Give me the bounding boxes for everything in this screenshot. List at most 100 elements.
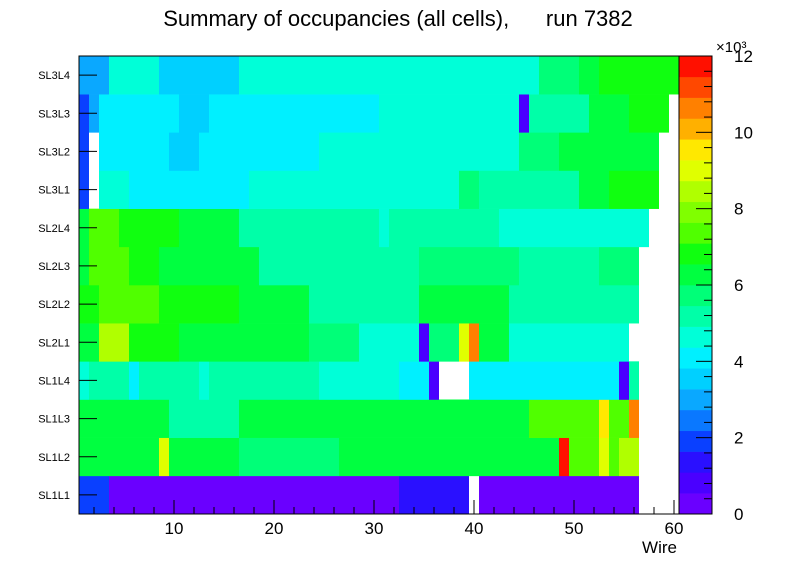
heatmap-cell — [99, 285, 159, 324]
heatmap-cell — [159, 56, 239, 95]
heatmap-cell — [99, 132, 169, 171]
colorbar-segment — [679, 409, 712, 432]
heatmap-cell — [479, 475, 639, 515]
heatmap-cell — [259, 246, 419, 286]
x-tick-label: 60 — [665, 519, 684, 538]
heatmap-cell — [159, 437, 169, 477]
heatmap-cell — [99, 94, 179, 133]
heatmap-cell — [439, 132, 519, 171]
heatmap-cell — [519, 132, 559, 171]
heatmap-cell — [119, 208, 179, 248]
y-category-label: SL1L4 — [38, 375, 70, 387]
y-category-label: SL2L4 — [38, 223, 70, 235]
heatmap-cell — [579, 56, 599, 95]
heatmap-cell — [129, 323, 179, 362]
heatmap-cell — [159, 285, 239, 324]
colorbar-segment — [679, 430, 712, 452]
colorbar-segment — [679, 347, 712, 369]
heatmap-cell — [329, 208, 379, 248]
heatmap-cell — [389, 208, 499, 248]
heatmap-cell — [129, 361, 139, 400]
heatmap-cell — [429, 323, 459, 362]
heatmap-cell — [529, 361, 619, 400]
heatmap-cell — [179, 208, 239, 248]
heatmap-cell — [199, 132, 319, 171]
colorbar-segment — [679, 389, 712, 411]
heatmap-cell — [499, 208, 649, 248]
heatmap-cell — [479, 323, 509, 362]
y-category-label: SL2L2 — [38, 299, 70, 311]
heatmap-cell — [209, 94, 379, 133]
heatmap-cell — [519, 246, 599, 286]
heatmap-cell — [379, 94, 519, 133]
colorbar-segment — [679, 139, 712, 161]
heatmap-cell — [239, 208, 329, 248]
heatmap-cell — [109, 56, 159, 95]
colorbar-tick-label: 12 — [734, 47, 753, 66]
heatmap-cell — [619, 437, 639, 477]
colorbar-exponent: ×10³ — [716, 39, 746, 56]
heatmap-cell — [599, 246, 639, 286]
colorbar-tick-label: 8 — [734, 200, 743, 219]
heatmap-cell — [379, 208, 389, 248]
colorbar-segment — [679, 56, 712, 78]
heatmap-cell — [199, 361, 209, 400]
heatmap-cell — [519, 94, 529, 133]
colorbar-tick-label: 4 — [734, 352, 743, 371]
colorbar-segment — [679, 222, 712, 244]
colorbar-segment — [679, 118, 712, 140]
heatmap-cell — [419, 323, 429, 362]
heatmap-cell — [99, 323, 129, 362]
heatmap-cell — [459, 170, 479, 209]
heatmap-cell — [399, 361, 429, 400]
heatmap-cell — [609, 437, 619, 477]
colorbar-segment — [679, 326, 712, 348]
heatmap-cell — [609, 399, 629, 438]
colorbar-tick-label: 2 — [734, 429, 743, 448]
heatmap-cell — [169, 437, 239, 477]
heatmap-cell — [239, 437, 339, 477]
x-tick-label: 40 — [465, 519, 484, 538]
heatmap-cell — [339, 437, 559, 477]
heatmap-cell — [439, 399, 529, 438]
heatmap-cell — [209, 361, 319, 400]
heatmap-cell — [309, 285, 419, 324]
heatmap-cell — [529, 399, 599, 438]
colorbar-segment — [679, 243, 712, 265]
heatmap-cell — [129, 170, 219, 209]
heatmap-cell — [629, 361, 639, 400]
colorbar-segment — [679, 451, 712, 473]
y-category-label: SL2L1 — [38, 337, 70, 349]
heatmap-cell — [309, 323, 359, 362]
y-category-label: SL3L2 — [38, 146, 70, 158]
colorbar-segment — [679, 305, 712, 327]
heatmap-cell — [179, 323, 309, 362]
heatmap-cell — [99, 437, 159, 477]
heatmap-cell — [159, 246, 259, 286]
heatmap-cell — [319, 132, 439, 171]
chart-title: Summary of occupancies (all cells), run … — [163, 6, 633, 31]
heatmap-cell — [239, 285, 309, 324]
x-tick-label: 50 — [565, 519, 584, 538]
x-axis-label: Wire — [642, 538, 677, 557]
heatmap-cell — [599, 56, 679, 95]
colorbar-tick-label: 10 — [734, 123, 753, 142]
x-tick-label: 30 — [365, 519, 384, 538]
heatmap-cell — [599, 399, 609, 438]
heatmap-cell — [469, 361, 529, 400]
heatmap-cell — [509, 285, 639, 324]
y-category-label: SL2L3 — [38, 261, 70, 273]
heatmap-cell — [559, 132, 659, 171]
heatmap-cell — [359, 323, 419, 362]
heatmap-cell — [479, 170, 579, 209]
heatmap-cell — [459, 323, 469, 362]
heatmap-cell — [509, 323, 629, 362]
heatmap-cell — [419, 285, 509, 324]
colorbar-segment — [679, 264, 712, 286]
y-category-label: SL3L3 — [38, 108, 70, 120]
colorbar-tick-label: 6 — [734, 276, 743, 295]
heatmap-cell — [239, 56, 449, 95]
colorbar-segment — [679, 472, 712, 494]
